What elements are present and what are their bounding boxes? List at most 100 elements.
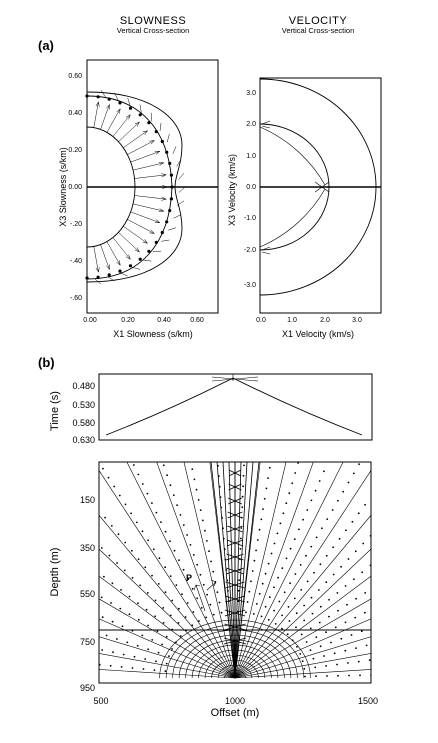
wavefront-dot xyxy=(216,591,219,594)
slowness-outer-tick xyxy=(176,200,185,206)
wavefront-dot xyxy=(193,478,196,481)
wavefront-dot xyxy=(303,619,306,622)
ray-path xyxy=(99,575,236,679)
wavefront-dot xyxy=(332,573,335,576)
wavefront-dot xyxy=(310,545,313,548)
slowness-ytick: 0.00 xyxy=(68,184,82,191)
wavefront-dot xyxy=(277,576,279,579)
wavefront-dot xyxy=(263,497,266,500)
slowness-ytick: -.20 xyxy=(70,221,82,228)
wavefront-dot xyxy=(200,607,203,609)
wavefront-dot xyxy=(354,550,357,553)
slowness-arrow xyxy=(123,226,148,244)
wavefront-dot xyxy=(164,566,167,569)
wavefront-dot xyxy=(289,547,292,550)
wavefront-dot xyxy=(344,621,347,624)
slowness-outer-tick xyxy=(178,186,186,193)
velocity-xtick: 2.0 xyxy=(320,317,330,324)
slowness-dot xyxy=(154,130,158,134)
wavefront-dot xyxy=(169,484,172,487)
velocity-xtick: 3.0 xyxy=(352,317,362,324)
wavefront-arc xyxy=(185,639,285,679)
wavefront-dot xyxy=(276,532,279,535)
wavefront-dot xyxy=(208,550,210,553)
wavefront-dot xyxy=(240,527,243,529)
slowness-arrowhead xyxy=(95,267,100,273)
traveltime-cusp xyxy=(211,374,259,382)
slowness-dot xyxy=(85,276,89,280)
wavefront-dot xyxy=(122,653,125,656)
velocity-ytick: 2.0 xyxy=(246,121,256,128)
slowness-ylabel: X3 Slowness (s/km) xyxy=(58,147,68,227)
wavefront-dot xyxy=(347,662,349,664)
wavefront-dot xyxy=(321,527,323,530)
wavefront-dot xyxy=(147,539,150,542)
slowness-arrowhead xyxy=(161,196,167,201)
wavefront-dot xyxy=(182,568,185,571)
slowness-dot xyxy=(85,94,89,98)
wavefront-dot xyxy=(151,574,153,577)
depth-ytick: 550 xyxy=(80,589,95,599)
wavefront-dot xyxy=(198,620,200,622)
ray-path xyxy=(99,618,236,679)
wavefront-dot xyxy=(131,667,134,669)
wavefront-dot xyxy=(99,663,101,666)
ray-path xyxy=(234,548,371,679)
wavefront-dot xyxy=(146,492,149,495)
depth-ytick: 350 xyxy=(80,543,95,553)
ray-path xyxy=(234,598,371,679)
wavefront-dot xyxy=(205,616,208,619)
slowness-xtick: 0.40 xyxy=(157,317,171,324)
wavefront-dot xyxy=(255,549,257,552)
wavefront-dot xyxy=(258,528,261,531)
wavefront-dot xyxy=(186,602,189,604)
wavefront-dot xyxy=(123,569,126,572)
wavefront-dot xyxy=(144,566,147,569)
wavefront-dot xyxy=(101,616,104,619)
time-ylabel: Time (s) xyxy=(49,391,61,431)
wavefront-dot xyxy=(199,573,202,576)
wavefront-dot xyxy=(128,595,131,598)
depth-ytick: 750 xyxy=(80,637,95,647)
slowness-dot xyxy=(170,185,174,189)
wavefront-dot xyxy=(288,492,291,495)
wavefront-dot xyxy=(169,575,172,577)
time-ytick: 0.480 xyxy=(72,381,95,391)
wavefront-dot xyxy=(281,627,283,630)
slowness-arrowhead xyxy=(116,260,121,266)
wavefront-dot xyxy=(273,542,276,545)
wavefront-dot xyxy=(111,582,114,585)
wavefront-dot xyxy=(300,589,303,591)
slowness-arrowhead xyxy=(134,247,140,253)
wavefront-dot xyxy=(318,589,320,591)
wavefront-dot xyxy=(164,591,167,594)
wavefront-dot xyxy=(268,596,271,598)
wavefront-dot xyxy=(147,648,150,651)
slowness-arrowhead xyxy=(116,108,121,114)
wavefront-dot xyxy=(209,603,212,606)
wavefront-arc xyxy=(217,664,253,679)
wavefront-dot xyxy=(285,557,288,560)
wavefront-dot xyxy=(238,579,241,582)
wavefront-dot xyxy=(109,664,112,667)
wavefront-dot xyxy=(157,651,160,654)
wavefront-dot xyxy=(336,592,339,594)
slowness-ytick: 0.20 xyxy=(68,147,82,154)
slowness-dot xyxy=(160,230,164,235)
wavefront-dot xyxy=(144,658,147,660)
time-ytick: 0.630 xyxy=(72,435,95,445)
wavefront-dot xyxy=(299,653,302,655)
slowness-arrowhead xyxy=(106,264,110,271)
wavefront-dot xyxy=(312,657,315,660)
ray-path xyxy=(99,653,236,679)
wavefront-dot xyxy=(158,557,161,560)
velocity-xticks: 0.0 1.0 2.0 3.0 xyxy=(256,317,362,324)
wavefront-dot xyxy=(157,583,160,585)
wavefront-dot xyxy=(355,597,357,600)
wavefront-dot xyxy=(108,554,111,557)
slowness-arrowhead xyxy=(142,130,149,135)
wavefront-dot xyxy=(102,467,104,470)
wavefront-dot xyxy=(330,641,332,644)
velocity-edge-mark-top xyxy=(261,120,271,129)
wavefront-dot xyxy=(243,464,245,467)
